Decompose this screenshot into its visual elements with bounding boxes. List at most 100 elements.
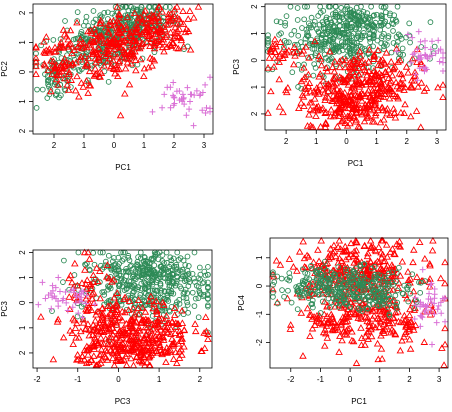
y-axis: 2 1 0 1 2 <box>250 4 265 116</box>
data-point <box>199 89 206 96</box>
y-tick-label: 1 <box>250 84 259 89</box>
plot-frame <box>264 3 447 131</box>
data-point <box>396 264 402 271</box>
data-point <box>423 303 430 310</box>
data-point <box>305 32 312 39</box>
data-point <box>79 315 88 323</box>
data-point <box>342 35 349 41</box>
data-point <box>151 17 160 24</box>
data-point <box>179 269 185 275</box>
data-point <box>120 256 127 262</box>
data-point <box>382 264 391 272</box>
data-point <box>354 17 361 24</box>
data-point <box>377 309 385 317</box>
data-point <box>396 272 405 279</box>
data-point <box>414 77 421 84</box>
data-point <box>407 290 414 297</box>
data-point <box>270 289 276 296</box>
data-point <box>187 98 194 105</box>
data-point <box>196 92 203 99</box>
data-point <box>369 91 377 98</box>
data-point <box>412 302 419 309</box>
data-point <box>119 4 126 10</box>
data-point <box>88 331 97 338</box>
data-point <box>131 47 139 55</box>
data-point <box>371 71 379 79</box>
data-point <box>356 9 362 16</box>
data-point <box>271 279 278 285</box>
data-point <box>321 38 328 45</box>
data-point <box>140 265 147 271</box>
data-point <box>66 326 74 334</box>
data-point <box>299 266 306 273</box>
data-point <box>136 44 144 52</box>
data-point <box>329 81 337 89</box>
data-point <box>82 280 90 288</box>
data-point <box>418 44 425 50</box>
data-point <box>123 273 130 280</box>
data-point <box>364 249 372 257</box>
data-point <box>343 23 350 29</box>
data-point <box>329 248 337 256</box>
data-point <box>266 47 275 54</box>
data-point <box>160 47 168 55</box>
data-point <box>350 258 358 266</box>
data-point <box>107 340 116 347</box>
data-point <box>87 306 96 313</box>
data-point <box>330 86 338 94</box>
data-point <box>81 266 89 273</box>
data-point <box>384 74 393 81</box>
data-point <box>396 84 405 91</box>
data-point <box>373 257 382 265</box>
data-point <box>148 55 157 62</box>
data-point <box>174 299 180 305</box>
data-point <box>69 340 77 348</box>
data-point <box>314 246 322 253</box>
data-point <box>175 15 184 23</box>
x-tick-label: 3 <box>202 141 207 150</box>
y-axis: 2 1 0 1 2 <box>18 10 33 133</box>
data-point <box>149 108 156 115</box>
data-point <box>293 267 301 274</box>
data-point <box>321 264 327 271</box>
data-point <box>124 306 133 313</box>
plot-frame <box>32 3 214 135</box>
data-point <box>363 328 371 336</box>
data-point <box>352 359 361 366</box>
data-point <box>350 288 356 294</box>
data-point <box>148 320 157 328</box>
data-point <box>40 38 48 45</box>
data-point <box>76 55 85 63</box>
data-point <box>378 355 386 362</box>
data-point <box>382 123 390 131</box>
data-point <box>156 28 164 36</box>
data-point <box>91 301 98 308</box>
data-point <box>166 28 175 36</box>
data-point <box>344 325 352 332</box>
data-point <box>94 360 103 367</box>
y-tick-label: 2 <box>250 111 259 116</box>
data-point <box>119 25 128 33</box>
data-point <box>115 266 122 273</box>
data-point <box>110 50 119 58</box>
data-point <box>299 46 308 54</box>
data-point <box>356 266 364 273</box>
data-point <box>300 102 308 109</box>
data-point <box>314 263 323 270</box>
data-point <box>88 294 96 302</box>
data-point <box>439 93 447 101</box>
data-point <box>140 10 148 18</box>
data-point <box>346 34 353 41</box>
data-point <box>132 27 141 35</box>
data-point <box>167 340 176 348</box>
data-point <box>375 85 384 93</box>
data-point <box>311 61 318 67</box>
data-point <box>199 107 206 114</box>
data-point <box>336 33 342 40</box>
data-point <box>320 342 329 349</box>
x-tick-label: 2 <box>172 141 177 150</box>
data-point <box>145 287 152 294</box>
data-point <box>381 257 389 264</box>
data-point <box>341 280 348 287</box>
data-point <box>97 16 105 24</box>
